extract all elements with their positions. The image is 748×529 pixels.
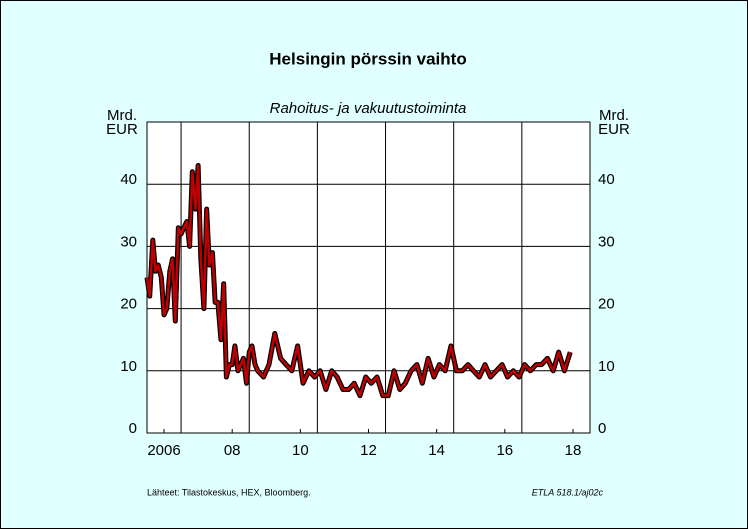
x-tick-label: 14: [428, 442, 445, 459]
y-tick-label: 30: [120, 233, 137, 250]
y2-axis-label: Mrd.: [599, 107, 629, 124]
line: [145, 164, 572, 397]
y-tick-label: 0: [129, 420, 137, 437]
y2-tick-label: 30: [598, 233, 615, 250]
chart-subtitle: Rahoitus- ja vakuutustoiminta: [270, 100, 467, 117]
y-tick-label: 10: [120, 358, 137, 375]
chart-title: Helsingin pörssin vaihto: [269, 49, 466, 68]
y2-tick-label: 40: [598, 171, 615, 188]
code-note: ETLA 518.1/aj02c: [532, 487, 604, 497]
source-note: Lähteet: Tilastokeskus, HEX, Bloomberg.: [147, 487, 311, 497]
y2-tick-label: 20: [598, 296, 615, 313]
y2-tick-label: 0: [598, 420, 606, 437]
x-tick-label: 10: [292, 442, 309, 459]
x-tick-label: 2006: [147, 442, 180, 459]
y2-axis-label: EUR: [598, 121, 630, 138]
y-axis-label: Mrd.: [107, 107, 137, 124]
x-tick-label: 16: [496, 442, 513, 459]
y-tick-label: 40: [120, 171, 137, 188]
y-axis-label: EUR: [106, 121, 138, 138]
y2-tick-label: 10: [598, 358, 615, 375]
y-tick-label: 20: [120, 296, 137, 313]
x-tick-label: 12: [360, 442, 377, 459]
x-tick-label: 18: [565, 442, 582, 459]
x-tick-label: 08: [224, 442, 241, 459]
